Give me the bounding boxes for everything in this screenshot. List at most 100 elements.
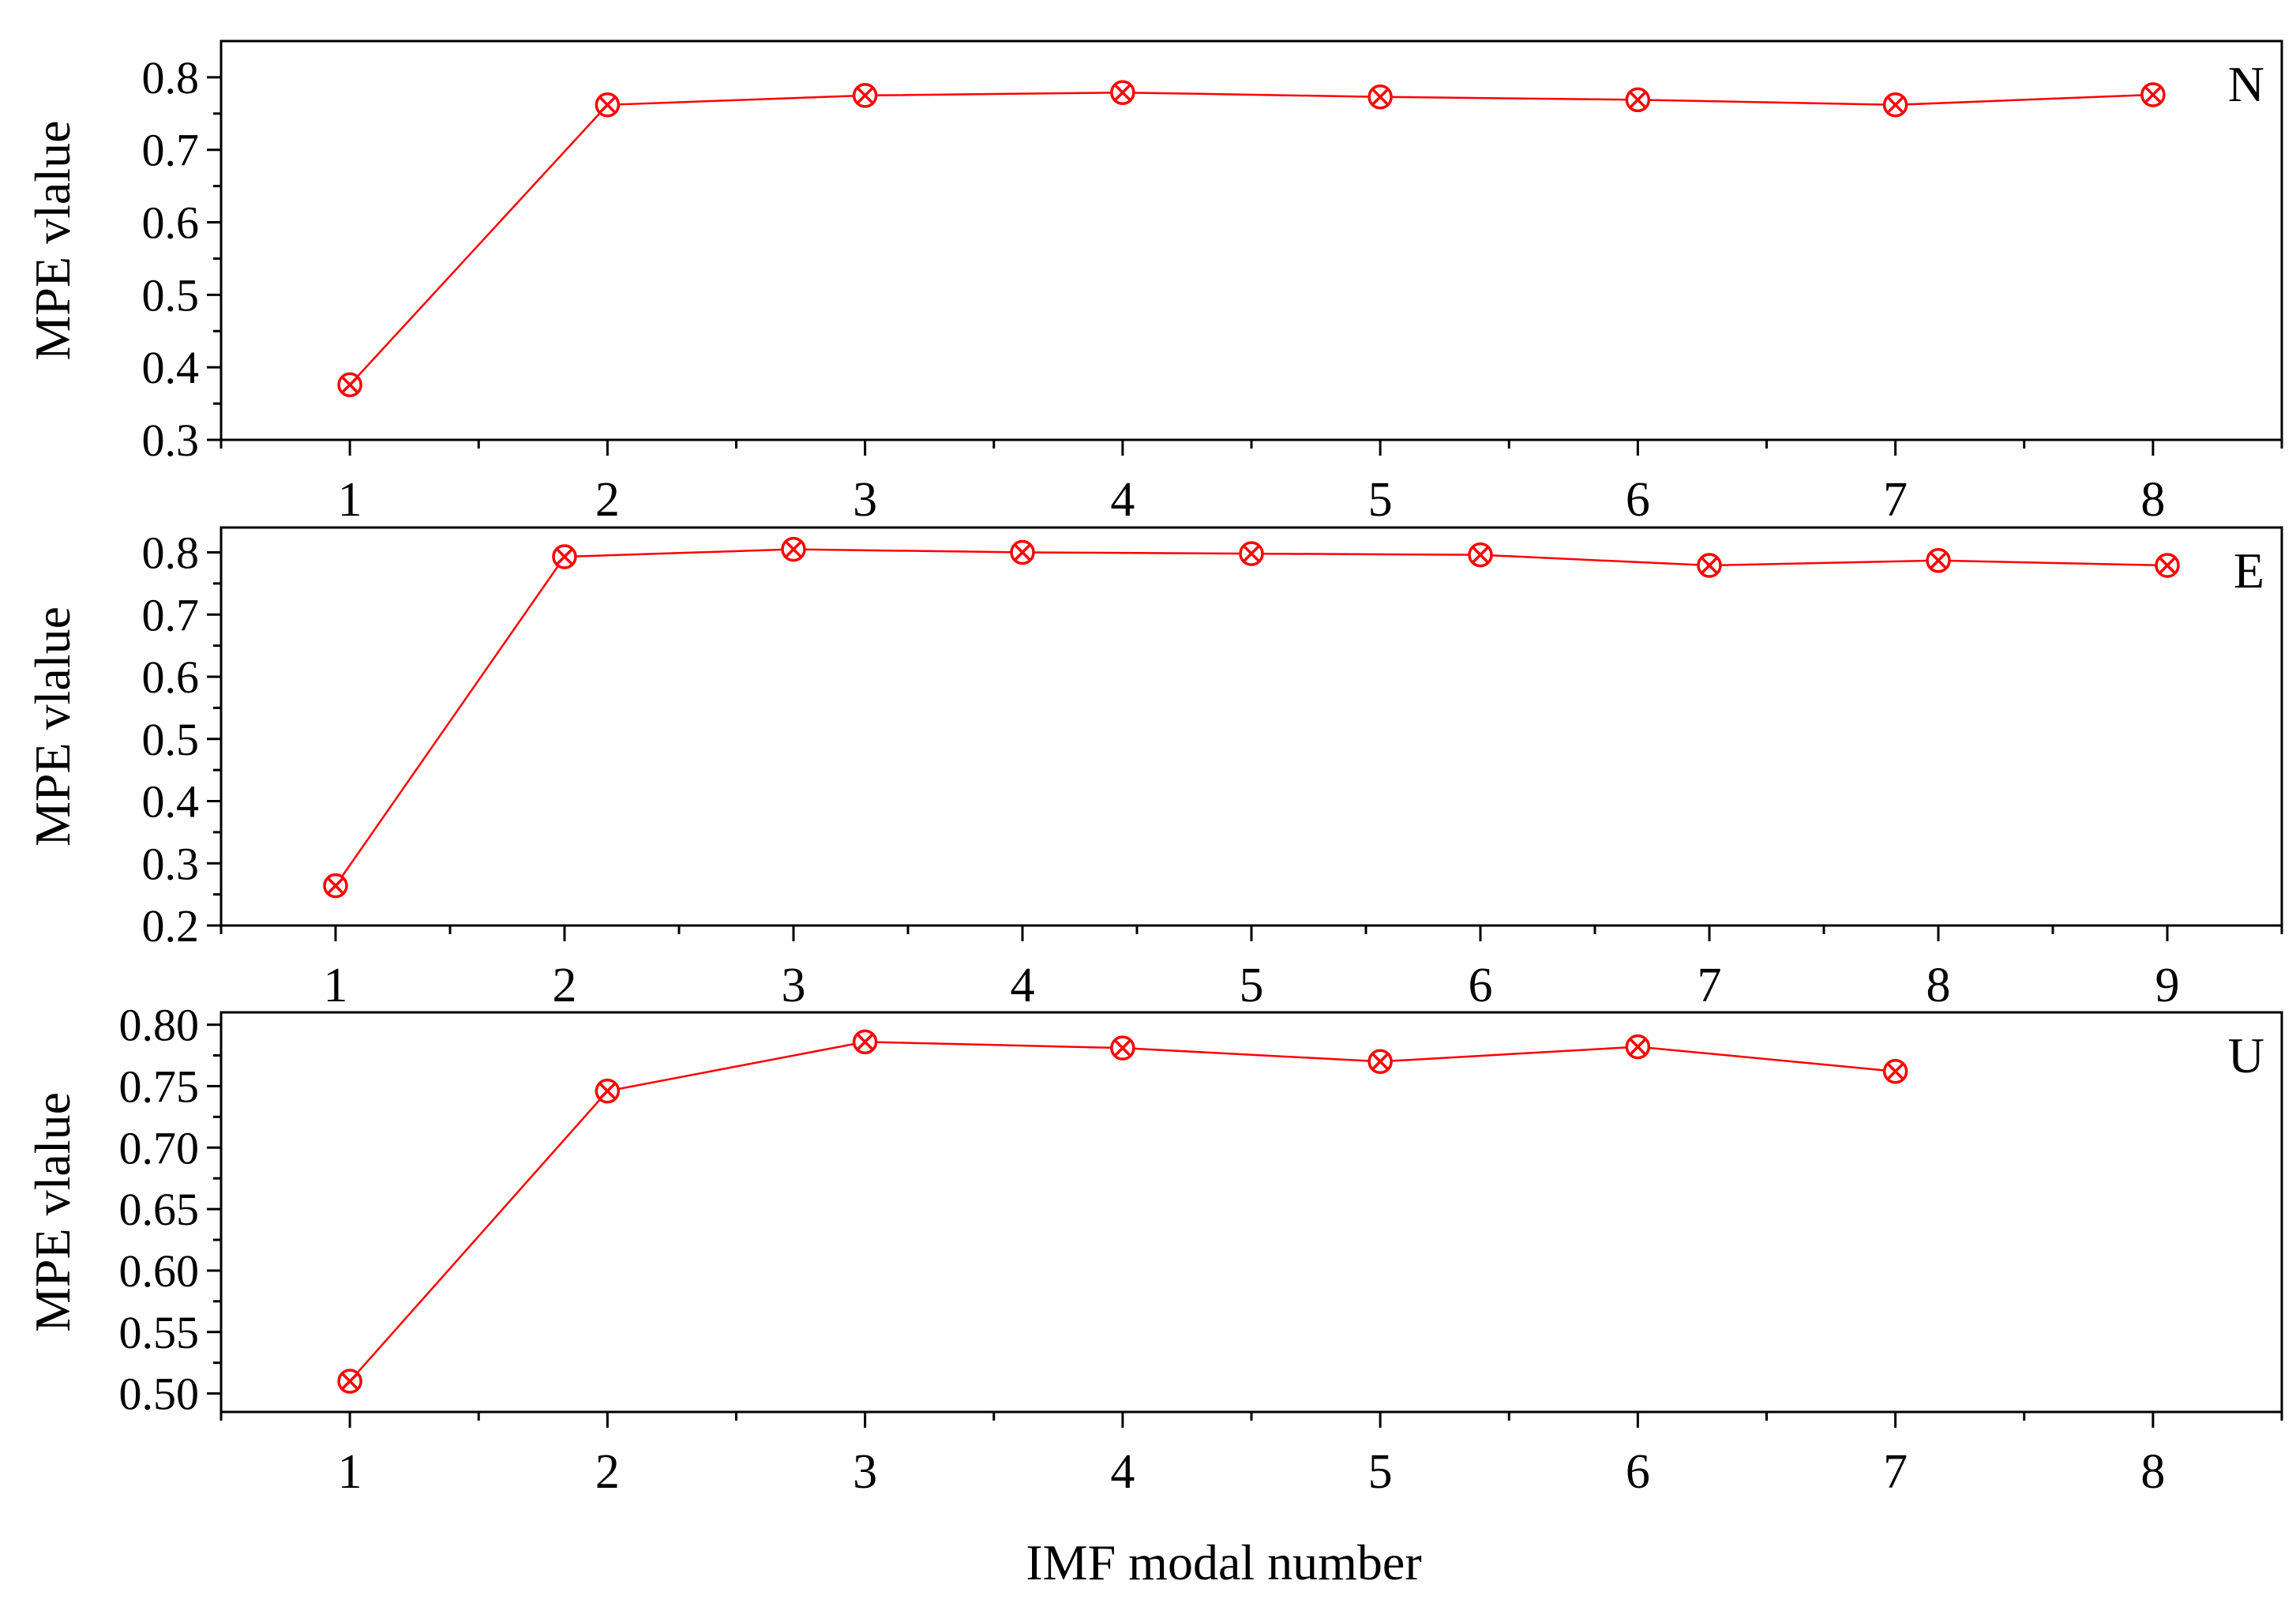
xtick-label-e: 9 bbox=[2155, 959, 2180, 1012]
marker-cross bbox=[327, 877, 344, 895]
xtick-label-u: 8 bbox=[2140, 1445, 2165, 1499]
data-point-n bbox=[595, 92, 621, 118]
figure-xlabel: IMF modal number bbox=[1026, 1534, 1421, 1590]
data-point-n bbox=[2140, 82, 2166, 107]
marker-cross bbox=[341, 1372, 358, 1390]
marker-cross bbox=[1629, 1038, 1647, 1056]
data-point-e bbox=[781, 536, 806, 562]
ytick-label-u: 0.60 bbox=[119, 1245, 200, 1297]
data-point-u bbox=[1110, 1035, 1135, 1061]
plot-frame-u bbox=[219, 1011, 2283, 1414]
panel-label-n: N bbox=[2228, 56, 2264, 112]
marker-cross bbox=[2159, 557, 2176, 574]
panel-e: 0.2 0.3 0.4 0.5 0.6 0.7 0.8 1 2 3 4 5 6 7 8 9 MPE vlalue… bbox=[24, 526, 2283, 1012]
marker-cross bbox=[856, 1033, 874, 1051]
marker-cross bbox=[598, 1082, 617, 1100]
marker-cross bbox=[2144, 86, 2162, 103]
data-point-e bbox=[1468, 542, 1493, 568]
marker-cross bbox=[1701, 557, 1718, 574]
xtick-label-n: 8 bbox=[2140, 473, 2165, 527]
ytick-label-e: 0.8 bbox=[142, 528, 200, 579]
ytick-label-e: 0.6 bbox=[142, 651, 200, 703]
ytick-label-u: 0.75 bbox=[119, 1061, 200, 1112]
panel-n: 0.3 0.4 0.5 0.6 0.7 0.8 1 2 3 4 5 6 7 8 MPE vlalue N bbox=[24, 39, 2283, 527]
marker-cross bbox=[1886, 1062, 1904, 1080]
data-point-n bbox=[852, 83, 878, 108]
xtick-label-u: 7 bbox=[1883, 1445, 1908, 1499]
marker-cross bbox=[1472, 546, 1489, 564]
ytick-label-e: 0.2 bbox=[142, 900, 200, 952]
xtick-label-e: 1 bbox=[324, 959, 348, 1012]
ytick-label-e: 0.4 bbox=[142, 776, 200, 828]
ylabel-e: MPE vlalue bbox=[24, 606, 81, 847]
data-point-e bbox=[1926, 547, 1951, 573]
data-point-n bbox=[1367, 84, 1393, 110]
data-point-n bbox=[337, 372, 362, 397]
marker-cross bbox=[598, 96, 617, 114]
xtick-label-u: 5 bbox=[1368, 1445, 1393, 1499]
ytick-label-u: 0.50 bbox=[119, 1369, 200, 1420]
xtick-label-e: 4 bbox=[1011, 959, 1035, 1012]
ytick-label-n: 0.5 bbox=[142, 269, 200, 321]
ytick-label-u: 0.80 bbox=[119, 1000, 200, 1051]
data-point-n bbox=[1882, 92, 1908, 118]
marker-cross bbox=[1114, 84, 1131, 101]
ytick-label-e: 0.7 bbox=[142, 589, 200, 640]
data-point-e bbox=[1697, 553, 1722, 578]
ytick-label-n: 0.3 bbox=[142, 415, 200, 466]
data-point-n bbox=[1110, 80, 1135, 105]
data-point-u bbox=[1625, 1034, 1651, 1060]
ytick-label-n: 0.4 bbox=[142, 342, 200, 393]
xtick-label-n: 5 bbox=[1368, 473, 1393, 527]
ytick-label-u: 0.55 bbox=[119, 1307, 200, 1358]
panel-label-u: U bbox=[2228, 1027, 2264, 1083]
ytick-label-n: 0.7 bbox=[142, 125, 200, 176]
data-point-e bbox=[552, 544, 577, 569]
data-point-e bbox=[323, 873, 348, 899]
ytick-label-u: 0.70 bbox=[119, 1122, 200, 1173]
marker-cross bbox=[1243, 545, 1260, 562]
ytick-label-e: 0.5 bbox=[142, 714, 200, 765]
marker-cross bbox=[1114, 1039, 1131, 1057]
xtick-label-n: 1 bbox=[338, 473, 362, 527]
ytick-label-e: 0.3 bbox=[142, 838, 200, 889]
xtick-label-u: 1 bbox=[338, 1445, 362, 1499]
ytick-label-n: 0.6 bbox=[142, 197, 200, 249]
data-point-e bbox=[2155, 553, 2180, 578]
xtick-label-e: 3 bbox=[782, 959, 806, 1012]
xtick-label-u: 2 bbox=[595, 1445, 620, 1499]
marker-cross bbox=[1371, 1053, 1389, 1071]
data-point-n bbox=[1625, 87, 1651, 113]
data-point-u bbox=[1882, 1058, 1908, 1084]
data-point-u bbox=[852, 1029, 878, 1055]
marker-cross bbox=[856, 87, 874, 104]
xtick-label-n: 6 bbox=[1626, 473, 1650, 527]
panel-label-e: E bbox=[2234, 543, 2264, 599]
marker-cross bbox=[1014, 543, 1031, 561]
ytick-label-n: 0.8 bbox=[142, 52, 200, 103]
xtick-label-e: 8 bbox=[1926, 959, 1951, 1012]
marker-cross bbox=[556, 548, 573, 565]
plot-frame-e bbox=[219, 526, 2283, 927]
xtick-label-n: 3 bbox=[853, 473, 877, 527]
marker-cross bbox=[1629, 91, 1647, 109]
data-point-e bbox=[1239, 541, 1264, 566]
data-point-u bbox=[337, 1369, 362, 1394]
marker-cross bbox=[1930, 552, 1947, 569]
xtick-label-e: 7 bbox=[1698, 959, 1722, 1012]
series-line-e bbox=[334, 548, 2168, 887]
xtick-label-u: 4 bbox=[1110, 1445, 1135, 1499]
marker-cross bbox=[341, 376, 358, 393]
data-point-u bbox=[1367, 1049, 1393, 1075]
data-point-u bbox=[595, 1078, 621, 1104]
marker-cross bbox=[785, 540, 802, 558]
xtick-label-n: 7 bbox=[1883, 473, 1908, 527]
xtick-label-n: 2 bbox=[595, 473, 620, 527]
xtick-label-e: 5 bbox=[1240, 959, 1264, 1012]
marker-cross bbox=[1371, 88, 1389, 106]
xtick-label-e: 6 bbox=[1469, 959, 1493, 1012]
ylabel-u: MPE vlalue bbox=[24, 1092, 81, 1332]
ytick-label-u: 0.65 bbox=[119, 1184, 200, 1235]
xtick-label-u: 6 bbox=[1626, 1445, 1650, 1499]
ylabel-n: MPE vlalue bbox=[24, 121, 81, 361]
